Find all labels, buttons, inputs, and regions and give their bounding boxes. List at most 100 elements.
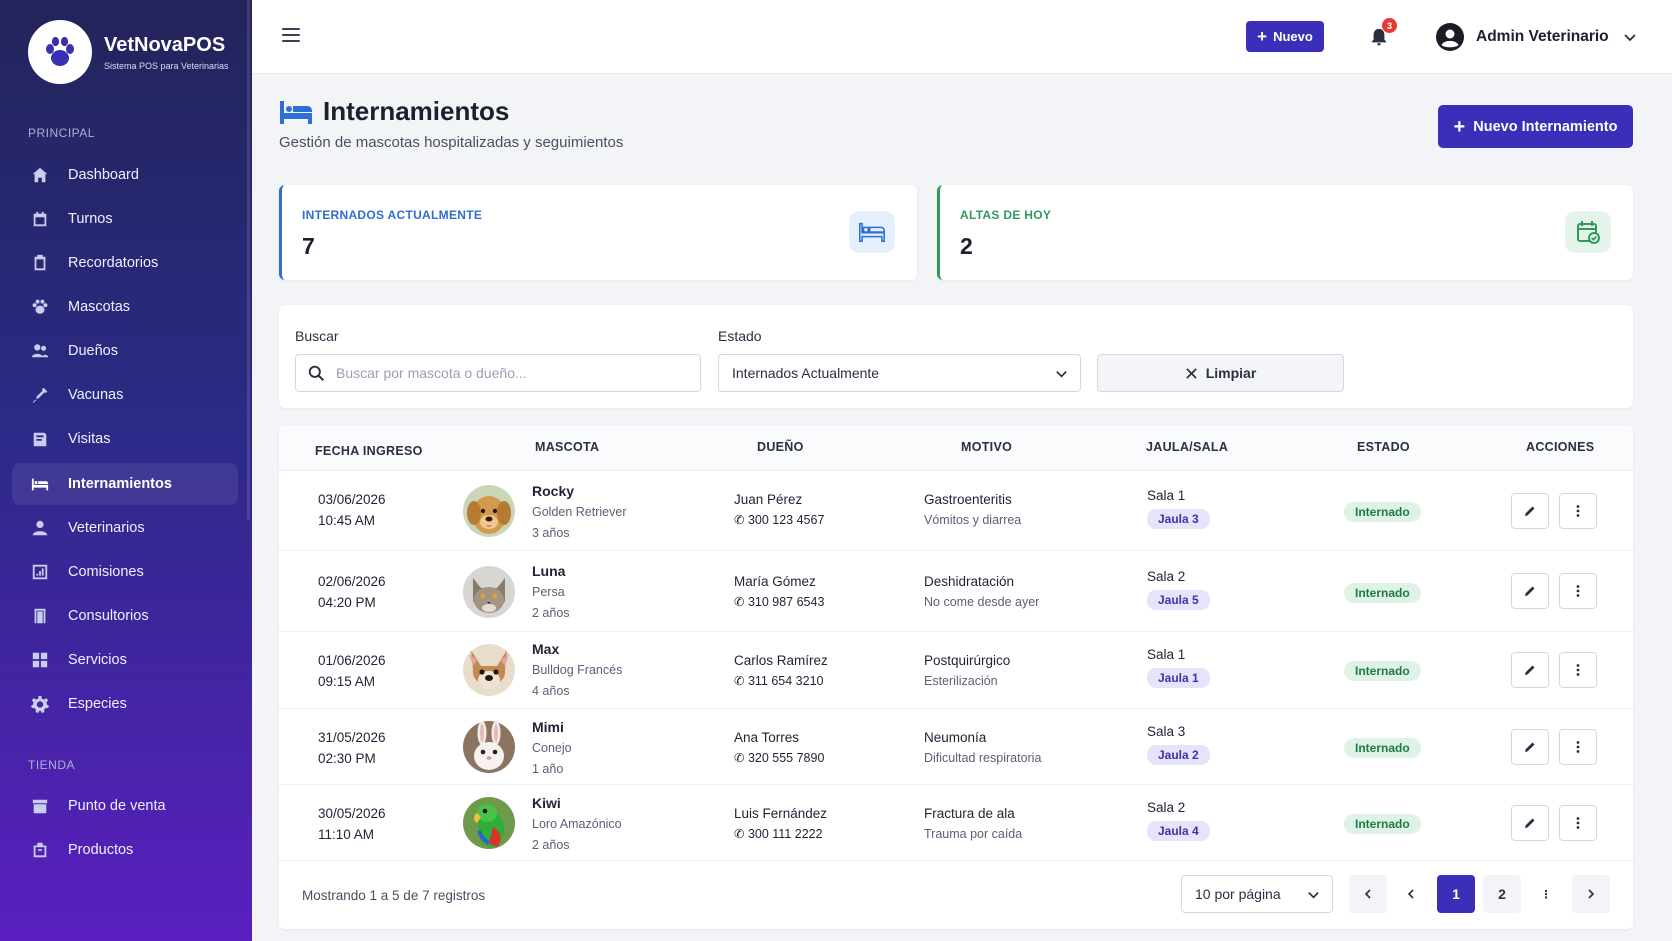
admission-date: 31/05/2026 [318,730,386,745]
col-jaula-sala[interactable]: JAULA/SALA [1146,440,1229,454]
more-options-button[interactable] [1559,652,1597,688]
sidebar-scrollbar[interactable] [247,0,250,520]
col-mascota[interactable]: MASCOTA [535,440,600,454]
kebab-menu-icon [1576,817,1580,829]
more-options-button[interactable] [1559,805,1597,841]
pet-name[interactable]: Luna [532,563,566,579]
brand[interactable]: VetNovaPOS Sistema POS para Veterinarias [0,0,252,104]
col-fecha-ingreso[interactable]: FECHA INGRESO [315,444,423,458]
more-options-button[interactable] [1559,729,1597,765]
sidebar-item-label: Mascotas [68,299,131,315]
grid-icon [30,650,50,670]
register-icon [30,796,50,816]
notifications-button[interactable]: 3 [1368,18,1397,50]
reason: Postquirúrgico [924,653,1011,668]
section-principal: PRINCIPAL [28,126,95,140]
home-icon [30,165,50,185]
sidebar-item-comisiones[interactable]: Comisiones [12,552,238,592]
admission-time: 10:45 AM [318,513,376,528]
user-avatar-icon [1436,23,1464,51]
box-icon [30,840,50,860]
prev-page-button[interactable] [1392,875,1430,913]
sidebar-item-consultorios[interactable]: Consultorios [12,596,238,636]
page-subtitle: Gestión de mascotas hospitalizadas y seg… [279,134,624,151]
col-estado[interactable]: ESTADO [1357,440,1410,454]
sidebar-item-especies[interactable]: Especies [12,684,238,724]
col-dueno[interactable]: DUEÑO [757,440,804,454]
pet-name[interactable]: Max [532,641,560,657]
bed-icon [30,474,50,494]
sidebar-item-label: Especies [68,696,127,712]
sidebar-item-label: Recordatorios [68,255,159,271]
page-header: Internamientos [279,96,509,127]
per-page-select[interactable]: 10 por página [1181,875,1333,913]
app-name: VetNovaPOS [104,33,226,56]
sidebar-item-mascotas[interactable]: Mascotas [12,287,238,327]
more-pages-icon: ⋮ [1540,888,1552,901]
pet-breed: Bulldog Francés [532,663,623,677]
sidebar-item-veterinarios[interactable]: Veterinarios [12,508,238,548]
room: Sala 2 [1147,569,1186,584]
user-menu[interactable]: Admin Veterinario [1436,21,1637,53]
sidebar-item-vacunas[interactable]: Vacunas [12,375,238,415]
sidebar-item-productos[interactable]: Productos [12,830,238,870]
edit-button[interactable] [1511,573,1549,609]
sidebar-item-turnos[interactable]: Turnos [12,199,238,239]
page-1-button[interactable]: 1 [1437,875,1475,913]
kebab-menu-icon [1576,664,1580,676]
clear-filters-button[interactable]: Limpiar [1097,354,1344,392]
sidebar-item-recordatorios[interactable]: Recordatorios [12,243,238,283]
pet-name[interactable]: Mimi [532,719,564,735]
gear-icon [30,694,50,714]
phone-icon: ✆ [734,674,748,688]
menu-toggle-icon[interactable] [282,28,300,42]
cage-badge: Jaula 1 [1147,668,1210,688]
first-page-button[interactable] [1349,875,1387,913]
sidebar-item-duenos[interactable]: Dueños [12,331,238,371]
new-button[interactable]: + Nuevo [1246,21,1324,52]
room: Sala 1 [1147,488,1186,503]
table-row[interactable]: 03/06/2026 10:45 AM Rocky Golden Retrieve… [279,471,1633,551]
new-admission-button[interactable]: + Nuevo Internamiento [1438,105,1633,148]
table-row[interactable]: 02/06/2026 04:20 PM Luna Persa 2 años Mar… [279,551,1633,632]
cage-badge: Jaula 3 [1147,509,1210,529]
pencil-icon [1525,506,1535,516]
page-title: Internamientos [323,96,510,126]
edit-button[interactable] [1511,805,1549,841]
pencil-icon [1525,818,1535,828]
calendar-check-icon [1565,211,1611,253]
pet-name[interactable]: Rocky [532,483,575,499]
edit-button[interactable] [1511,652,1549,688]
table-row[interactable]: 31/05/2026 02:30 PM Mimi Conejo 1 año Ana… [279,709,1633,785]
search-input[interactable]: Buscar por mascota o dueño... [295,354,701,392]
paw-logo-icon [28,20,92,84]
sidebar-item-internamientos[interactable]: Internamientos [12,463,238,505]
edit-button[interactable] [1511,729,1549,765]
status-select[interactable]: Internados Actualmente [718,354,1081,392]
new-admission-label: Nuevo Internamiento [1473,118,1618,135]
chevron-down-icon [1624,34,1636,42]
sidebar-item-punto-de-venta[interactable]: Punto de venta [12,786,238,826]
page-2-button[interactable]: 2 [1483,875,1521,913]
sidebar-item-servicios[interactable]: Servicios [12,640,238,680]
pet-name[interactable]: Kiwi [532,795,561,811]
sidebar-item-dashboard[interactable]: Dashboard [12,155,238,195]
user-name: Admin Veterinario [1476,28,1609,45]
reason-detail: Esterilización [924,674,998,688]
edit-button[interactable] [1511,493,1549,529]
table-row[interactable]: 01/06/2026 09:15 AM Max Bulldog Francés 4… [279,632,1633,709]
app-tagline: Sistema POS para Veterinarias [104,60,229,71]
more-options-button[interactable] [1559,573,1597,609]
col-motivo[interactable]: MOTIVO [961,440,1013,454]
next-page-button[interactable] [1572,875,1610,913]
cage-badge: Jaula 4 [1147,821,1210,841]
sidebar-item-label: Productos [68,842,134,858]
room: Sala 2 [1147,800,1186,815]
table-row[interactable]: 30/05/2026 11:10 AM Kiwi Loro Amazónico 2… [279,785,1633,861]
new-button-label: Nuevo [1273,29,1313,44]
more-options-button[interactable] [1559,493,1597,529]
users-icon [30,341,50,361]
phone-icon: ✆ [734,595,748,609]
sidebar-item-visitas[interactable]: Visitas [12,419,238,459]
filters-panel: Buscar Buscar por mascota o dueño... Est… [279,305,1633,408]
